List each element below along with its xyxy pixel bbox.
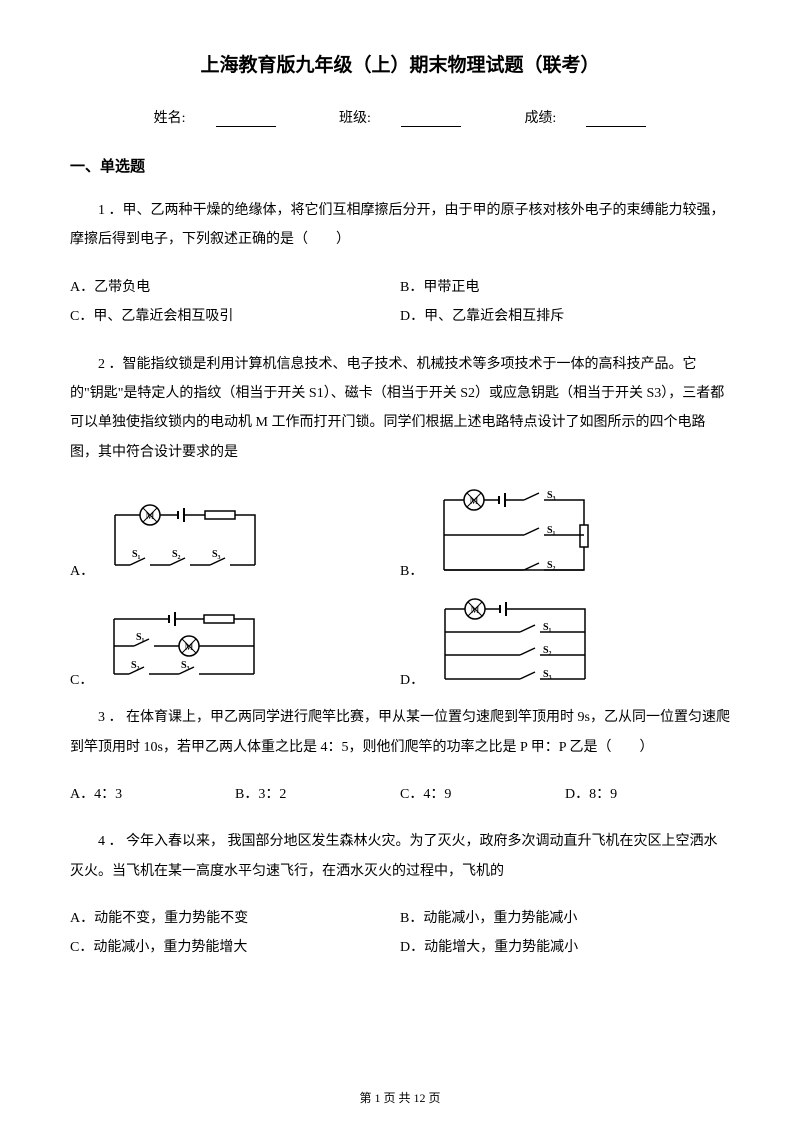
svg-text:M: M: [470, 496, 479, 507]
student-info-row: 姓名: 班级: 成绩:: [70, 107, 730, 127]
question-1: 1 ．甲、乙两种干燥的绝缘体，将它们互相摩擦后分开，由于甲的原子核对核外电子的束…: [70, 196, 730, 255]
svg-text:S₃: S₃: [212, 549, 221, 560]
svg-text:M: M: [146, 511, 155, 522]
question-1-options: A．乙带负电 B．甲带正电 C．甲、乙靠近会相互吸引 D．甲、乙靠近会相互排斥: [70, 273, 730, 332]
page-footer: 第 1 页 共 12 页: [0, 1089, 800, 1106]
q2-label-c: C．: [70, 669, 93, 689]
q3-option-a: A．4：3: [70, 780, 235, 809]
svg-text:S₃: S₃: [543, 669, 552, 680]
q3-option-d: D．8：9: [565, 780, 730, 809]
q4-option-d: D．动能增大，重力势能减小: [400, 933, 730, 962]
question-2: 2 ．智能指纹锁是利用计算机信息技术、电子技术、机械技术等多项技术于一体的高科技…: [70, 350, 730, 468]
svg-text:S₃: S₃: [181, 660, 190, 671]
svg-text:S₂: S₂: [131, 660, 140, 671]
circuit-row-1: A． M S₁ S₂ S₃ B．: [70, 485, 730, 580]
svg-text:S₂: S₂: [172, 549, 181, 560]
q2-label-d: D．: [400, 669, 424, 689]
question-3: 3 ． 在体育课上，甲乙两同学进行爬竿比赛，甲从某一位置匀速爬到竿顶用时 9s，…: [70, 703, 730, 762]
name-label: 姓名:: [139, 111, 291, 126]
circuit-diagram-b: M S₃ S₁ S₂: [429, 485, 599, 580]
q4-option-b: B．动能减小，重力势能减小: [400, 904, 730, 933]
svg-text:S₂: S₂: [543, 645, 552, 656]
circuit-diagram-c: M S₁ S₂ S₃: [99, 604, 269, 689]
q1-option-b: B．甲带正电: [400, 273, 730, 302]
svg-text:S₃: S₃: [547, 490, 556, 501]
svg-text:M: M: [471, 605, 480, 616]
q1-option-d: D．甲、乙靠近会相互排斥: [400, 302, 730, 331]
circuit-row-2: C． M S₁ S₂ S₃ D．: [70, 594, 730, 689]
svg-text:S₂: S₂: [547, 560, 556, 571]
exam-title: 上海教育版九年级（上）期末物理试题（联考）: [70, 50, 730, 77]
q4-option-c: C．动能减小，重力势能增大: [70, 933, 400, 962]
svg-text:M: M: [185, 642, 194, 653]
svg-text:S₁: S₁: [547, 525, 556, 536]
q1-option-a: A．乙带负电: [70, 273, 400, 302]
circuit-diagram-a: M S₁ S₂ S₃: [100, 500, 270, 580]
score-label: 成绩:: [509, 111, 661, 126]
q3-option-c: C．4：9: [400, 780, 565, 809]
svg-text:S₁: S₁: [543, 622, 552, 633]
svg-text:S₁: S₁: [132, 549, 141, 560]
section-1-title: 一、单选题: [70, 155, 730, 176]
question-4-options: A．动能不变，重力势能不变 B．动能减小，重力势能减小 C．动能减小，重力势能增…: [70, 904, 730, 963]
q4-option-a: A．动能不变，重力势能不变: [70, 904, 400, 933]
svg-text:S₁: S₁: [136, 632, 145, 643]
class-label: 班级:: [324, 111, 476, 126]
question-3-options: A．4：3 B．3：2 C．4：9 D．8：9: [70, 780, 730, 809]
q2-label-a: A．: [70, 560, 94, 580]
circuit-diagram-d: M S₁ S₂ S₃: [430, 594, 600, 689]
q2-label-b: B．: [400, 560, 423, 580]
question-4: 4 ． 今年入春以来， 我国部分地区发生森林火灾。为了灭火，政府多次调动直升飞机…: [70, 827, 730, 886]
q3-option-b: B．3：2: [235, 780, 400, 809]
q1-option-c: C．甲、乙靠近会相互吸引: [70, 302, 400, 331]
